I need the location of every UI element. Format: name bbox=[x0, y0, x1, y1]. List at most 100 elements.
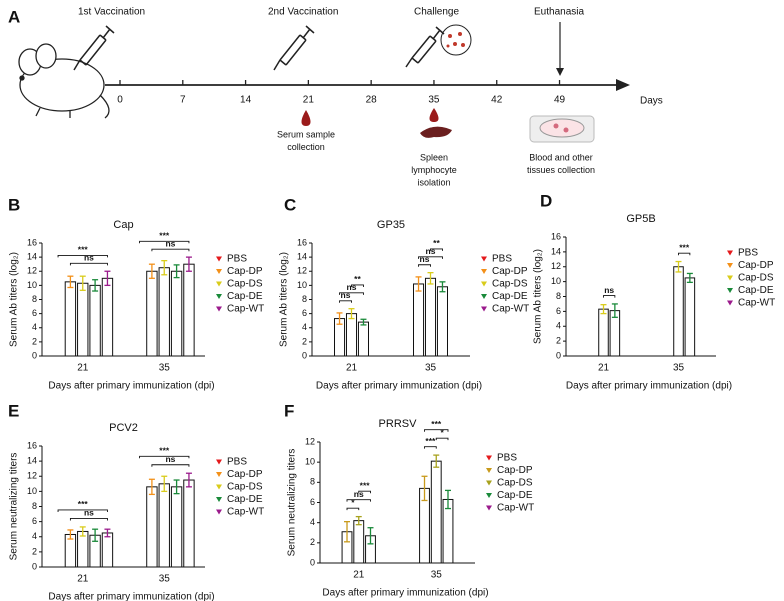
bar bbox=[357, 321, 369, 357]
x-axis-label: Days after primary immunization (dpi) bbox=[322, 588, 488, 599]
y-tick-label: 0 bbox=[32, 561, 37, 571]
legend-label: PBS bbox=[738, 248, 758, 259]
x-tick-label: 21 bbox=[77, 574, 89, 585]
event-label: Euthanasia bbox=[534, 7, 584, 18]
notes: Serum sample collection Spleen lymphocyte is… bbox=[277, 129, 595, 187]
legend-marker bbox=[481, 306, 487, 312]
chart-title: PRRSV bbox=[379, 418, 418, 430]
note-line: lymphocyte bbox=[411, 165, 457, 175]
legend-marker bbox=[727, 288, 733, 293]
x-tick-label: 35 bbox=[159, 574, 171, 585]
legend-label: Cap-DS bbox=[227, 482, 263, 493]
bar bbox=[598, 308, 609, 357]
x-tick-label: 21 bbox=[346, 363, 358, 374]
bar bbox=[101, 532, 114, 568]
significance-bracket bbox=[57, 509, 108, 512]
legend-label: Cap-DP bbox=[227, 266, 263, 277]
legend-label: Cap-WT bbox=[227, 304, 264, 315]
y-tick-label: 14 bbox=[297, 252, 307, 262]
bar bbox=[77, 530, 89, 568]
y-tick-label: 10 bbox=[297, 280, 307, 290]
y-tick-label: 12 bbox=[305, 436, 315, 446]
y-tick-label: 12 bbox=[551, 261, 561, 271]
bar bbox=[170, 270, 183, 357]
note-line: isolation bbox=[417, 177, 450, 187]
legend-marker bbox=[216, 269, 222, 274]
legend-marker bbox=[216, 459, 222, 465]
significance-bracket bbox=[346, 507, 360, 511]
legend-marker bbox=[481, 269, 487, 274]
significance-label: ns bbox=[165, 454, 175, 464]
y-tick-label: 6 bbox=[32, 308, 37, 318]
y-tick-label: 8 bbox=[32, 501, 37, 511]
significance-bracket bbox=[69, 262, 108, 266]
y-tick-label: 4 bbox=[32, 322, 37, 332]
legend-marker bbox=[486, 455, 492, 461]
significance-bracket bbox=[430, 248, 443, 251]
y-tick-label: 2 bbox=[302, 336, 307, 346]
bar bbox=[413, 283, 425, 357]
legend-label: PBS bbox=[497, 453, 517, 464]
chart: E PCV2 Serum neutralizing titers Days after… bbox=[8, 401, 264, 601]
y-tick-label: 0 bbox=[310, 557, 315, 567]
day-label: 35 bbox=[428, 95, 440, 106]
significance-bracket bbox=[351, 284, 364, 287]
panel-letter: E bbox=[8, 401, 19, 420]
panel-letter: B bbox=[8, 195, 20, 214]
chart-title: GP5B bbox=[626, 213, 655, 225]
day-label: 49 bbox=[554, 95, 566, 106]
legend-label: Cap-DP bbox=[492, 266, 528, 277]
y-tick-label: 0 bbox=[32, 350, 37, 360]
significance-label: ** bbox=[354, 274, 361, 284]
spleen-icon bbox=[420, 126, 452, 138]
y-tick-label: 6 bbox=[32, 516, 37, 526]
chart-title: PCV2 bbox=[109, 422, 138, 434]
legend-label: PBS bbox=[227, 457, 247, 468]
panel-letter: D bbox=[540, 191, 552, 210]
y-tick-label: 16 bbox=[27, 237, 37, 247]
arrow-head bbox=[556, 68, 564, 76]
significance-bracket bbox=[139, 240, 190, 244]
y-tick-label: 2 bbox=[556, 336, 561, 346]
legend-marker bbox=[216, 484, 222, 490]
x-axis-label: Days after primary immunization (dpi) bbox=[48, 381, 214, 392]
y-axis-label: Serum Ab titers (log₂) bbox=[533, 249, 544, 344]
y-tick-label: 10 bbox=[551, 276, 561, 286]
significance-bracket bbox=[418, 264, 431, 267]
legend-marker bbox=[486, 480, 492, 486]
significance-label: ns bbox=[84, 253, 94, 263]
chart: C GP35 Serum Ab titers (log₂) Days after pr… bbox=[279, 195, 530, 391]
y-tick-label: 8 bbox=[556, 291, 561, 301]
x-tick-label: 35 bbox=[425, 363, 437, 374]
y-tick-label: 6 bbox=[310, 497, 315, 507]
y-tick-label: 0 bbox=[302, 350, 307, 360]
dissected-mouse-icon bbox=[529, 115, 595, 143]
note-line: tissues collection bbox=[527, 165, 595, 175]
axis-unit: Days bbox=[640, 96, 663, 107]
note-line: Blood and other bbox=[529, 152, 593, 162]
significance-bracket bbox=[358, 490, 371, 494]
virus-dots bbox=[446, 32, 465, 48]
bar bbox=[146, 270, 158, 357]
event-label: Challenge bbox=[414, 7, 459, 18]
event-label: 2nd Vaccination bbox=[268, 7, 338, 18]
y-tick-label: 2 bbox=[32, 546, 37, 556]
bar bbox=[158, 267, 170, 357]
bar bbox=[77, 282, 89, 357]
bar bbox=[436, 286, 448, 357]
day-label: 0 bbox=[117, 95, 123, 106]
significance-label: ns bbox=[165, 238, 175, 248]
significance-bracket bbox=[151, 464, 190, 467]
legend-marker bbox=[486, 468, 492, 473]
legend-marker bbox=[481, 256, 487, 262]
legend-marker bbox=[216, 306, 222, 312]
x-tick-label: 35 bbox=[673, 363, 685, 374]
blood-drop bbox=[301, 110, 311, 126]
legend-label: Cap-DS bbox=[227, 279, 263, 290]
significance-label: *** bbox=[78, 499, 89, 509]
y-axis-label: Serum Ab titers (log₂) bbox=[279, 252, 290, 347]
y-tick-label: 10 bbox=[27, 486, 37, 496]
bar bbox=[101, 277, 114, 357]
y-tick-label: 12 bbox=[297, 266, 307, 276]
significance-label: *** bbox=[78, 245, 89, 255]
